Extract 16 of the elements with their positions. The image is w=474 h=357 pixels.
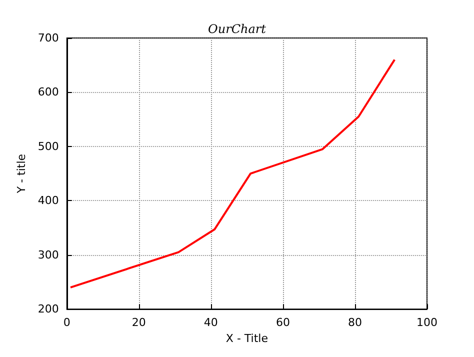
x-tick-label: 40 [204,316,218,330]
y-tick-label: 700 [38,32,59,44]
x-tick-label: 100 [416,316,438,330]
y-axis-title: Y - title [15,154,28,194]
x-tick-label: 0 [63,316,70,330]
y-tick-label: 600 [38,86,59,99]
y-tick-label: 500 [38,140,59,153]
line-series [69,58,396,288]
x-axis-title: X - Title [226,332,268,345]
y-tick-label: 400 [38,194,59,208]
x-tick-label: 80 [348,316,362,330]
chart-title: OurChart [208,22,266,36]
x-tick-label: 20 [132,316,146,330]
x-tick-label: 60 [276,316,290,330]
y-tick-label: 300 [38,248,59,262]
y-tick-label: 200 [38,302,59,316]
